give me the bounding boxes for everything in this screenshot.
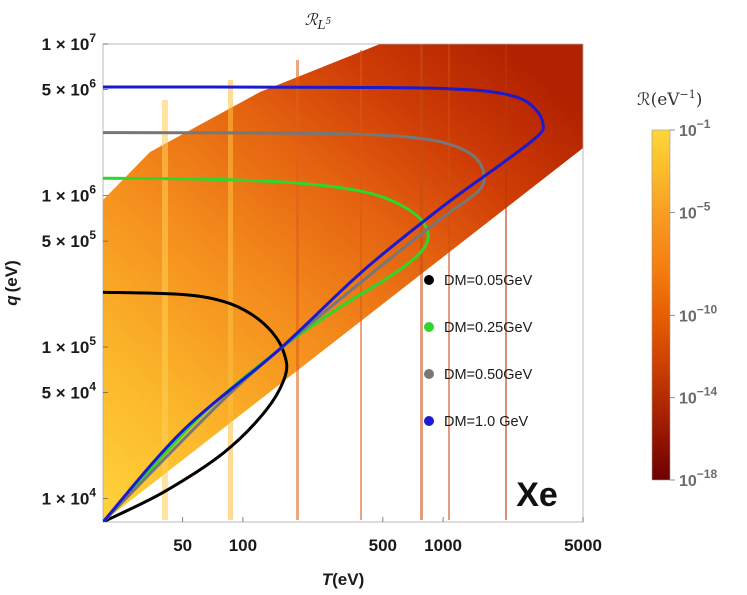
legend-marker-3 xyxy=(424,416,434,426)
plot-title-sub: L xyxy=(317,18,326,32)
x-tick-label-4: 5000 xyxy=(564,536,602,555)
target-annotation: Xe xyxy=(516,476,558,514)
legend-label-2: DM=0.50GeV xyxy=(444,367,533,383)
y-axis-title-unit: (eV) xyxy=(2,260,21,292)
colorbar-tick-label-2: 10−10 xyxy=(679,302,717,325)
y-tick-label-3: 5 × 105 xyxy=(42,228,97,251)
colorbar-tick-label-4: 10−18 xyxy=(679,467,717,490)
heatmap-streaks xyxy=(162,44,507,520)
legend: DM=0.05GeV DM=0.25GeV DM=0.50GeV DM=1.0 GeV xyxy=(424,273,533,430)
colorbar-title-close: ) xyxy=(696,90,703,110)
plot-frame xyxy=(102,43,584,523)
y-axis: 1 × 104 5 × 104 1 × 105 5 × 105 1 × 106 5 × 1… xyxy=(42,31,108,509)
colorbar-tick-label-0: 10−1 xyxy=(679,117,711,140)
series-line-3 xyxy=(103,85,545,522)
y-tick-label-2: 1 × 105 xyxy=(42,334,97,357)
plot-title: ℛL5 xyxy=(305,10,332,32)
x-axis-title: T(eV) xyxy=(322,570,365,589)
colorbar-title: ℛ(eV−1) xyxy=(637,88,702,110)
legend-marker-1 xyxy=(424,322,434,332)
legend-label-1: DM=0.25GeV xyxy=(444,320,533,336)
x-axis-title-var: T xyxy=(322,570,334,589)
y-tick-label-5: 5 × 106 xyxy=(42,77,97,100)
y-tick-label-0: 1 × 104 xyxy=(42,486,97,509)
y-tick-label-4: 1 × 106 xyxy=(42,183,97,206)
x-tick-label-1: 100 xyxy=(229,536,257,555)
plot-title-main: ℛ xyxy=(305,10,319,29)
colorbar-tick-label-3: 10−14 xyxy=(679,385,717,408)
series-line-0 xyxy=(103,290,289,522)
y-tick-label-6: 1 × 107 xyxy=(42,31,97,54)
x-axis: 50 100 500 1000 5000 xyxy=(173,517,602,555)
x-tick-label-2: 500 xyxy=(369,536,397,555)
series-layer xyxy=(103,85,545,522)
heatmap-fill xyxy=(103,44,583,522)
plot-title-subsup: 5 xyxy=(326,17,332,27)
legend-marker-0 xyxy=(424,275,434,285)
x-tick-label-3: 1000 xyxy=(424,536,462,555)
legend-label-3: DM=1.0 GeV xyxy=(444,414,529,430)
colorbar-title-exp: −1 xyxy=(680,88,696,101)
colorbar-title-main: ℛ(eV xyxy=(637,90,680,110)
y-axis-title: q (eV) xyxy=(2,260,21,306)
colorbar-tick-label-1: 10−5 xyxy=(679,199,711,222)
x-tick-label-0: 50 xyxy=(173,536,192,555)
legend-marker-2 xyxy=(424,369,434,379)
colorbar-gradient xyxy=(651,129,671,481)
y-tick-label-1: 5 × 104 xyxy=(42,380,97,403)
colorbar-ticks: 10−1 10−5 10−10 10−14 10−18 xyxy=(670,117,717,490)
x-axis-title-unit: (eV) xyxy=(332,570,364,589)
legend-label-0: DM=0.05GeV xyxy=(444,273,533,289)
y-axis-title-var: q xyxy=(2,295,21,306)
colorbar: ℛ(eV−1) 10−1 10−5 10−10 10−14 10−18 xyxy=(637,88,717,490)
heatmap-region xyxy=(103,44,583,522)
